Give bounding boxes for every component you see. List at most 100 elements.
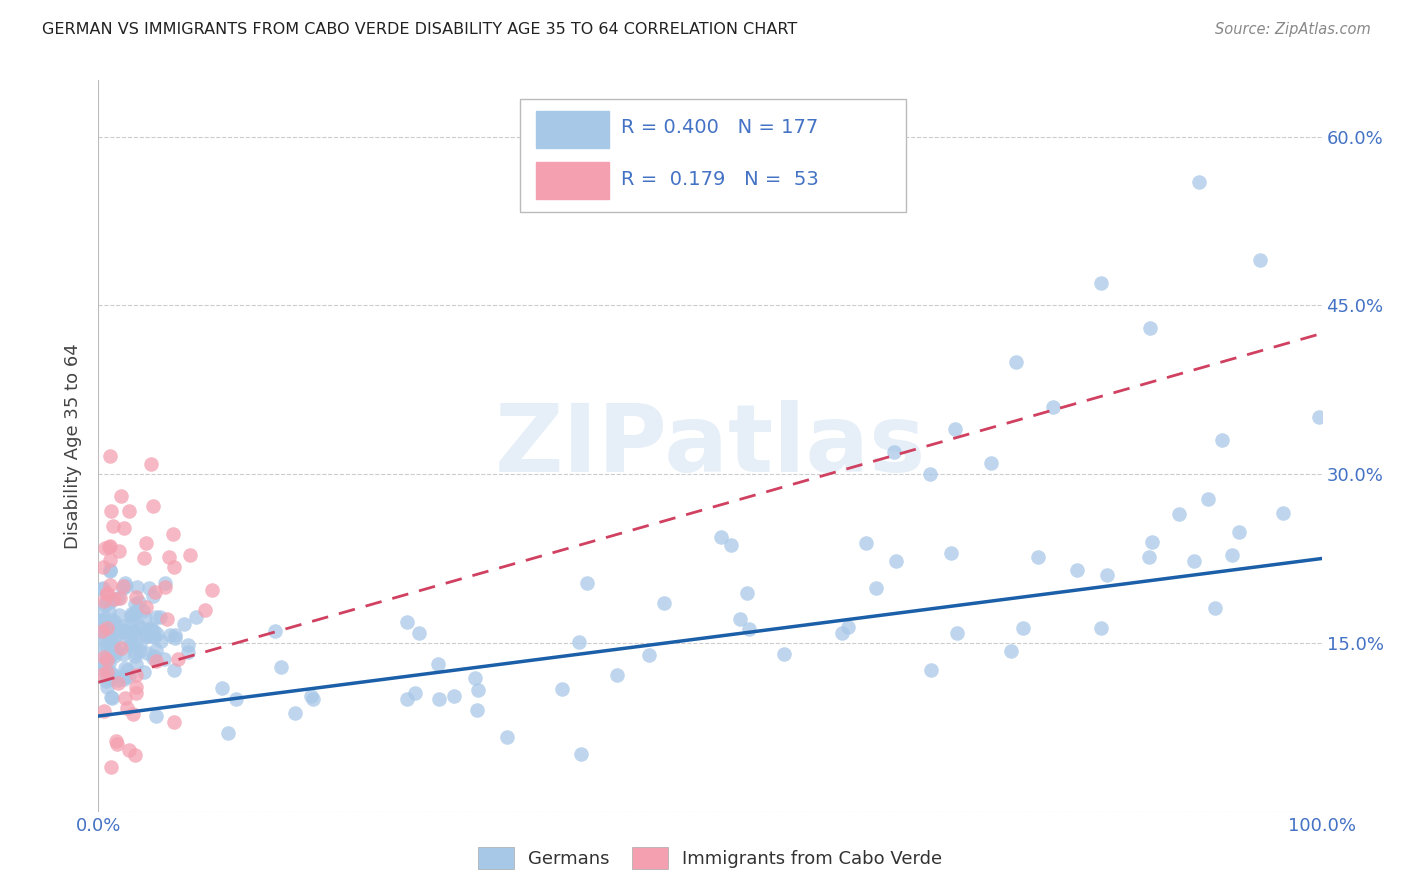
- Point: [1220, 549, 1243, 563]
- Point: [120, 607, 142, 622]
- Point: [1188, 175, 1211, 189]
- Point: [122, 707, 145, 722]
- Point: [100, 593, 122, 607]
- Point: [94, 673, 117, 688]
- Point: [96, 587, 118, 601]
- Point: [920, 663, 942, 677]
- Point: [980, 456, 1002, 470]
- Point: [103, 668, 125, 682]
- Point: [1026, 549, 1049, 564]
- Point: [118, 743, 141, 757]
- Point: [177, 645, 200, 659]
- Point: [270, 660, 292, 674]
- Point: [100, 504, 122, 518]
- Point: [107, 676, 129, 690]
- Point: [96, 586, 118, 600]
- Point: [127, 580, 149, 594]
- Point: [157, 549, 180, 564]
- Point: [98, 449, 121, 463]
- Point: [1095, 567, 1118, 582]
- Point: [837, 620, 859, 634]
- Point: [103, 614, 125, 628]
- Text: GERMAN VS IMMIGRANTS FROM CABO VERDE DISABILITY AGE 35 TO 64 CORRELATION CHART: GERMAN VS IMMIGRANTS FROM CABO VERDE DIS…: [42, 22, 797, 37]
- Point: [146, 627, 169, 641]
- Point: [100, 672, 122, 686]
- Point: [98, 671, 121, 685]
- Point: [396, 692, 419, 706]
- Point: [114, 576, 136, 591]
- Point: [128, 595, 150, 609]
- Text: ZIPatlas: ZIPatlas: [495, 400, 925, 492]
- Point: [105, 628, 128, 642]
- Point: [551, 682, 574, 697]
- Point: [93, 657, 115, 671]
- Point: [111, 670, 134, 684]
- Point: [143, 585, 166, 599]
- Point: [153, 576, 176, 591]
- Point: [738, 622, 761, 636]
- Point: [91, 606, 114, 620]
- Point: [153, 652, 176, 666]
- Text: R =  0.179   N =  53: R = 0.179 N = 53: [620, 169, 818, 188]
- Point: [98, 541, 121, 555]
- Point: [91, 624, 114, 638]
- Point: [101, 639, 124, 653]
- Point: [96, 653, 118, 667]
- Point: [142, 651, 165, 665]
- Point: [111, 579, 134, 593]
- Point: [93, 615, 115, 630]
- Point: [1090, 276, 1112, 290]
- Point: [186, 610, 208, 624]
- Point: [135, 536, 157, 550]
- Point: [94, 598, 117, 612]
- Point: [225, 691, 247, 706]
- Point: [91, 667, 114, 681]
- Point: [125, 667, 148, 681]
- Point: [94, 657, 117, 672]
- Point: [132, 550, 155, 565]
- FancyBboxPatch shape: [536, 162, 609, 199]
- Point: [103, 591, 125, 606]
- Point: [883, 444, 905, 458]
- Point: [91, 560, 114, 574]
- Point: [737, 586, 759, 600]
- Point: [728, 612, 751, 626]
- Point: [163, 663, 186, 677]
- Point: [142, 499, 165, 513]
- Point: [98, 605, 121, 619]
- Point: [163, 632, 186, 646]
- Point: [638, 648, 661, 662]
- Point: [96, 649, 118, 664]
- Point: [1090, 621, 1112, 635]
- Point: [142, 630, 165, 644]
- Point: [855, 536, 877, 550]
- Point: [124, 648, 146, 663]
- Point: [127, 617, 149, 632]
- Point: [163, 560, 186, 574]
- Point: [177, 638, 200, 652]
- Point: [143, 648, 166, 663]
- Point: [107, 607, 129, 622]
- Point: [105, 644, 128, 658]
- Point: [1042, 400, 1064, 414]
- Point: [124, 624, 146, 638]
- Point: [104, 623, 127, 637]
- Point: [124, 590, 146, 604]
- Point: [125, 686, 148, 700]
- Point: [1000, 644, 1022, 658]
- Point: [201, 582, 224, 597]
- Point: [1139, 321, 1161, 335]
- Point: [1308, 410, 1330, 425]
- Point: [98, 656, 121, 670]
- Point: [100, 622, 122, 636]
- Point: [135, 629, 157, 643]
- Point: [94, 541, 117, 555]
- Point: [1249, 253, 1271, 268]
- Point: [134, 610, 156, 624]
- Point: [166, 651, 188, 665]
- Point: [194, 603, 217, 617]
- Point: [568, 635, 591, 649]
- Point: [135, 599, 157, 614]
- Point: [107, 673, 129, 688]
- Point: [408, 626, 430, 640]
